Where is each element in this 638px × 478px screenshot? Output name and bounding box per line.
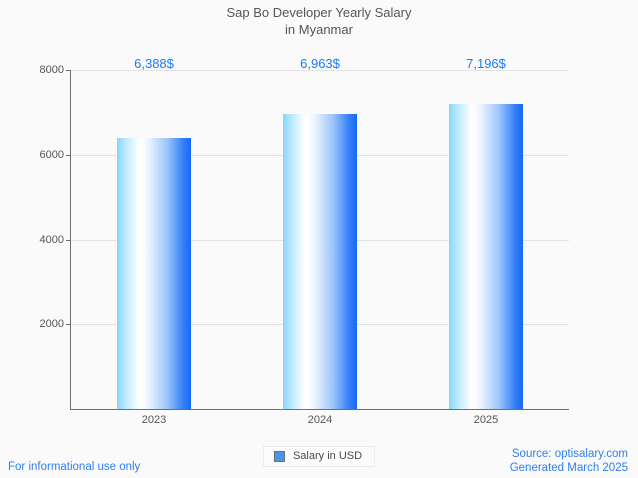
y-axis-tick-mark bbox=[66, 324, 71, 326]
legend-swatch-icon bbox=[273, 450, 285, 462]
plot-area bbox=[66, 70, 569, 409]
footer-generated: Generated March 2025 bbox=[509, 462, 628, 474]
legend-item-label: Salary in USD bbox=[292, 450, 363, 462]
y-axis-tick-label: 2000 bbox=[39, 318, 64, 331]
x-axis-line bbox=[71, 409, 569, 410]
y-axis-tick-mark bbox=[66, 154, 71, 156]
footer-source-block: Source: optisalary.com Generated March 2… bbox=[510, 447, 628, 475]
bar-value-label-2025: 7,196$ bbox=[466, 56, 506, 71]
bar-2025[interactable] bbox=[449, 104, 523, 409]
footer-disclaimer: For informational use only bbox=[8, 461, 141, 473]
footer-source: Source: optisalary.com bbox=[511, 448, 628, 460]
chart-legend[interactable]: Salary in USD bbox=[262, 446, 376, 467]
gridline bbox=[71, 70, 569, 71]
bar-value-label-2023: 6,388$ bbox=[134, 56, 174, 71]
bar-2024[interactable] bbox=[283, 113, 357, 409]
chart-title-line-2: in Myanmar bbox=[285, 22, 353, 37]
y-axis-tick-mark bbox=[66, 239, 71, 241]
x-axis-tick-label-2023: 2023 bbox=[141, 414, 167, 426]
chart-title: Sap Bo Developer Yearly Salary in Myanma… bbox=[0, 4, 638, 38]
y-axis-tick-label: 4000 bbox=[39, 233, 64, 246]
y-axis-tick-label: 6000 bbox=[39, 148, 64, 161]
bar-2023[interactable] bbox=[117, 138, 191, 409]
bar-value-label-2024: 6,963$ bbox=[300, 56, 340, 71]
chart-title-line-1: Sap Bo Developer Yearly Salary bbox=[226, 5, 412, 20]
y-axis-tick-labels: 2000 4000 6000 8000 bbox=[0, 0, 64, 478]
x-axis-tick-label-2024: 2024 bbox=[307, 414, 333, 426]
y-axis-tick-label: 8000 bbox=[39, 64, 64, 76]
y-axis-tick-mark bbox=[66, 70, 71, 71]
x-axis-tick-label-2025: 2025 bbox=[473, 414, 499, 426]
